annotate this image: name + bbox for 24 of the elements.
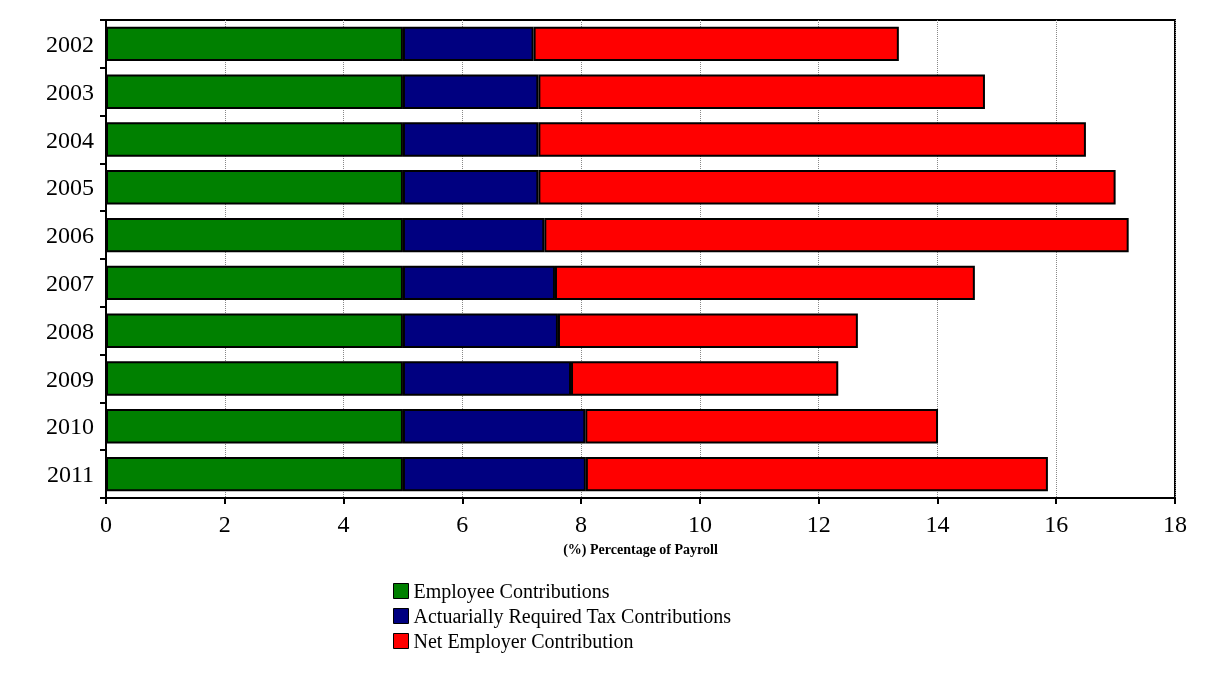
x-tick-label: 4 xyxy=(337,511,350,537)
x-tick-label: 16 xyxy=(1044,511,1069,537)
y-tick-label: 2004 xyxy=(46,126,94,153)
y-tick-label: 2005 xyxy=(46,174,94,201)
legend-label: Employee Contributions xyxy=(413,580,610,603)
x-tick-label: 14 xyxy=(925,511,950,537)
x-tick-label: 10 xyxy=(687,511,712,537)
legend-label: Net Employer Contribution xyxy=(413,630,634,653)
y-tick-label: 2008 xyxy=(46,317,94,344)
y-tick-label: 2009 xyxy=(46,365,94,392)
legend-label: Actuarially Required Tax Contributions xyxy=(413,605,732,628)
y-tick-label: 2006 xyxy=(46,222,94,249)
y-tick-label: 2010 xyxy=(46,413,94,440)
y-tick-label: 2002 xyxy=(46,30,94,57)
y-tick-label: 2007 xyxy=(46,269,94,296)
y-tick-label: 2003 xyxy=(46,78,94,105)
x-tick-label: 6 xyxy=(456,511,469,537)
x-axis-title: (%) Percentage of Payroll xyxy=(563,541,718,558)
x-tick-label: 8 xyxy=(575,511,588,537)
x-tick-label: 2 xyxy=(218,511,231,537)
x-tick-label: 12 xyxy=(806,511,831,537)
x-tick-label: 18 xyxy=(1163,511,1187,537)
y-tick-label: 2011 xyxy=(46,461,94,488)
x-tick-label: 0 xyxy=(100,511,112,537)
